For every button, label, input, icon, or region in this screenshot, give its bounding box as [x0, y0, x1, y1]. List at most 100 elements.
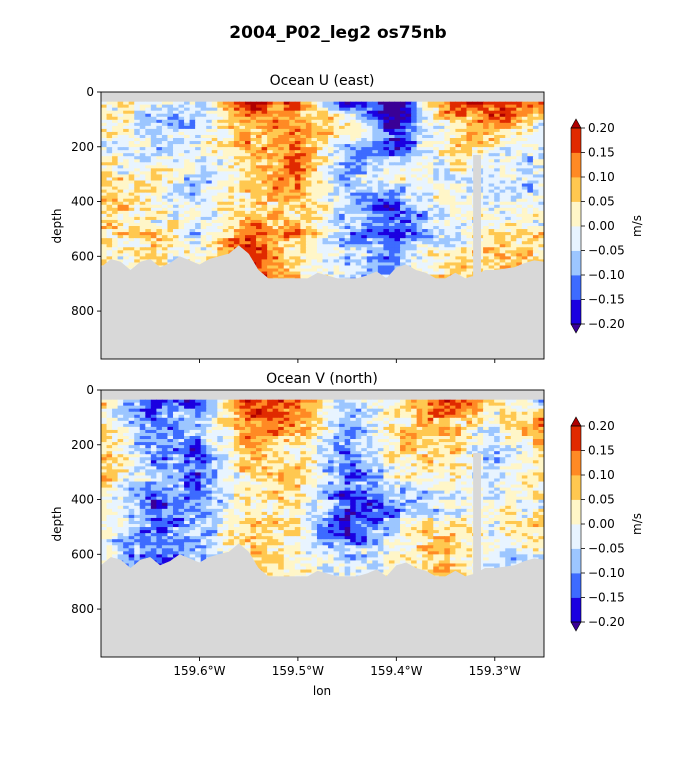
field-cell [411, 232, 418, 236]
field-cell [488, 147, 495, 151]
field-cell [145, 402, 152, 407]
field-cell [300, 198, 307, 203]
field-cell [311, 119, 318, 124]
field-cell [200, 226, 207, 230]
field-cell [261, 119, 268, 124]
field-cell [355, 265, 362, 270]
field-cell [466, 183, 473, 188]
field-cell [339, 141, 346, 145]
field-cell [377, 241, 385, 245]
field-cell [239, 119, 246, 124]
field-cell [228, 147, 235, 151]
field-cell [427, 195, 434, 200]
field-cell [366, 222, 373, 227]
field-cell [339, 210, 346, 215]
field-cell [372, 216, 379, 221]
field-cell [322, 189, 329, 194]
field-cell [256, 210, 263, 215]
field-cell [289, 195, 296, 200]
field-cell [117, 232, 124, 236]
field-cell [521, 244, 528, 248]
field-cell [256, 153, 263, 157]
field-cell [322, 116, 329, 121]
field-cell [128, 180, 135, 185]
field-cell [217, 107, 224, 112]
colorbar-tick-label: −0.05 [588, 244, 625, 258]
field-cell [488, 134, 495, 139]
field-cell [388, 262, 396, 267]
field-cell [150, 110, 157, 115]
field-cell [377, 247, 385, 251]
field-cell [488, 259, 495, 264]
field-cell [195, 226, 202, 230]
field-cell [449, 153, 456, 157]
field-cell [322, 192, 329, 197]
field-cell [411, 210, 418, 215]
field-cell [516, 201, 523, 206]
field-cell [339, 168, 346, 172]
field-cell [316, 222, 324, 227]
field-cell [538, 110, 544, 115]
field-cell [189, 253, 196, 257]
field-cell [339, 104, 346, 109]
field-cell [278, 229, 285, 233]
field-cell [438, 229, 445, 233]
field-cell [228, 241, 235, 245]
field-cell [267, 268, 274, 273]
field-cell [134, 235, 141, 239]
field-cell [361, 250, 368, 254]
field-cell [416, 210, 423, 215]
field-cell [150, 128, 157, 133]
field-cell [466, 207, 473, 212]
field-cell [311, 265, 318, 270]
field-cell [455, 256, 462, 261]
field-cell [167, 256, 174, 261]
field-cell [244, 201, 252, 206]
field-cell [244, 250, 252, 254]
field-cell [538, 210, 544, 215]
field-cell [184, 226, 191, 230]
field-cell [311, 162, 318, 166]
field-cell [172, 207, 180, 212]
field-cell [256, 156, 263, 160]
field-cell [499, 128, 506, 133]
field-cell [416, 250, 423, 254]
field-cell [195, 210, 202, 215]
field-cell [283, 399, 290, 404]
field-cell [505, 128, 512, 133]
field-cell [211, 250, 218, 254]
field-cell [438, 256, 445, 261]
field-cell [305, 122, 313, 127]
field-cell [256, 138, 263, 142]
field-cell [433, 183, 440, 188]
field-cell [361, 210, 368, 215]
field-cell [150, 101, 157, 106]
field-cell [217, 159, 224, 163]
field-cell [106, 104, 113, 109]
field-cell [106, 210, 113, 215]
field-cell [400, 162, 407, 166]
field-cell [388, 144, 396, 148]
field-cell [112, 107, 119, 112]
field-cell [422, 241, 429, 245]
field-cell [106, 174, 113, 179]
field-cell [200, 116, 207, 121]
field-cell [483, 134, 490, 139]
field-cell [128, 171, 135, 176]
field-cell [150, 226, 157, 230]
field-cell [422, 189, 429, 194]
field-cell [383, 162, 390, 166]
field-cell [339, 265, 346, 270]
field-cell [350, 216, 357, 221]
field-cell [161, 253, 169, 257]
field-cell [289, 116, 296, 121]
field-cell [289, 180, 296, 185]
field-cell [333, 128, 340, 133]
field-cell [112, 131, 119, 136]
field-cell [228, 165, 235, 169]
field-cell [400, 153, 407, 157]
field-cell [305, 101, 313, 106]
field-cell [449, 144, 456, 148]
field-cell [433, 189, 440, 194]
field-cell [372, 104, 379, 109]
